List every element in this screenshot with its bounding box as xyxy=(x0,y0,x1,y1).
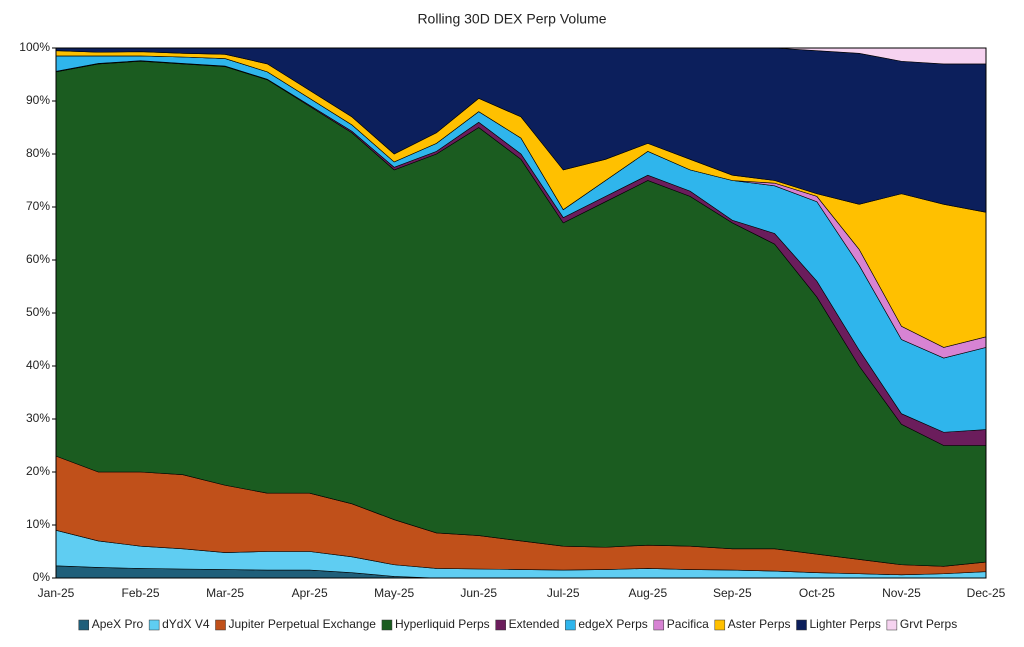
y-tick-label: 90% xyxy=(26,93,50,107)
x-tick-label: Dec-25 xyxy=(967,586,1006,600)
y-tick-label: 80% xyxy=(26,146,50,160)
y-tick-label: 60% xyxy=(26,252,50,266)
legend-swatch xyxy=(495,619,506,631)
y-tick-label: 0% xyxy=(33,570,51,584)
legend-label: Hyperliquid Perps xyxy=(395,617,490,631)
legend-swatch xyxy=(215,619,226,631)
x-tick-label: Jul-25 xyxy=(547,586,580,600)
x-tick-label: Sep-25 xyxy=(713,586,752,600)
legend-swatch xyxy=(886,619,898,631)
y-tick-label: 30% xyxy=(26,411,50,425)
x-tick-label: Feb-25 xyxy=(122,586,160,600)
y-tick-label: 20% xyxy=(26,464,50,478)
legend-label: Jupiter Perpetual Exchange xyxy=(229,617,377,631)
x-tick-label: Jan-25 xyxy=(38,586,75,600)
legend-label: Extended xyxy=(509,617,560,631)
x-tick-label: Jun-25 xyxy=(460,586,497,600)
legend-label: ApeX Pro xyxy=(92,617,144,631)
legend-label: Grvt Perps xyxy=(900,617,957,631)
x-tick-label: Aug-25 xyxy=(628,586,667,600)
chart-title: Rolling 30D DEX Perp Volume xyxy=(417,11,606,27)
legend-label: Pacifica xyxy=(667,617,709,631)
legend-swatch xyxy=(381,619,393,631)
x-tick-label: May-25 xyxy=(374,586,414,600)
legend: ApeX Pro dYdX V4 Jupiter Perpetual Exchang… xyxy=(78,617,957,631)
y-tick-label: 70% xyxy=(26,199,50,213)
legend-label: Lighter Perps xyxy=(810,617,881,631)
x-tick-label: Apr-25 xyxy=(292,586,328,600)
y-tick-label: 100% xyxy=(19,40,50,54)
legend-label: Aster Perps xyxy=(728,617,791,631)
legend-swatch xyxy=(565,619,576,631)
y-tick-label: 40% xyxy=(26,358,50,372)
x-tick-label: Oct-25 xyxy=(799,586,835,600)
y-tick-label: 10% xyxy=(26,517,50,531)
legend-label: dYdX V4 xyxy=(162,617,210,631)
y-tick-label: 50% xyxy=(26,305,50,319)
legend-swatch xyxy=(148,619,160,631)
legend-swatch xyxy=(796,619,807,631)
legend-swatch xyxy=(653,619,665,631)
x-tick-label: Mar-25 xyxy=(206,586,244,600)
legend-label: edgeX Perps xyxy=(578,617,647,631)
legend-swatch xyxy=(78,619,90,631)
legend-swatch xyxy=(714,619,726,631)
x-tick-label: Nov-25 xyxy=(882,586,921,600)
